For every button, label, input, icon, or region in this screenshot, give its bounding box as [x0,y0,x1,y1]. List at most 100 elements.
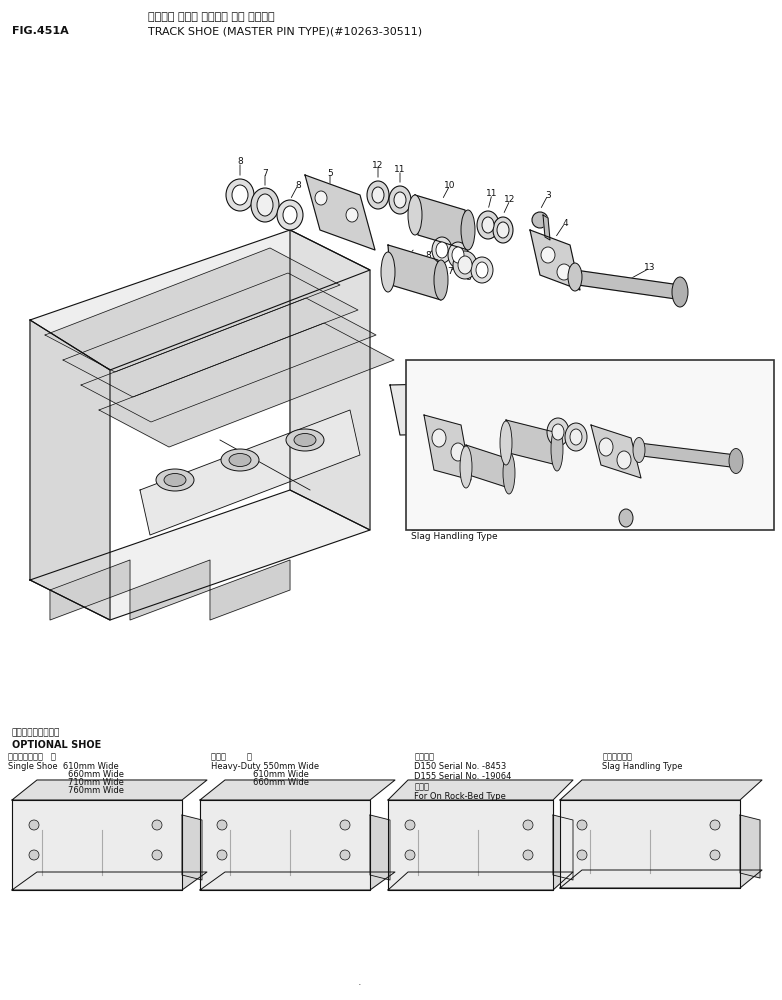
Text: 9: 9 [557,448,563,456]
Text: トラック シュー （マスタ ピン タイプ）: トラック シュー （マスタ ピン タイプ） [148,12,274,22]
Circle shape [405,820,415,830]
Ellipse shape [452,247,464,263]
Ellipse shape [568,263,582,291]
Polygon shape [388,872,573,890]
Polygon shape [560,870,762,888]
Ellipse shape [372,187,384,203]
Polygon shape [560,800,740,888]
Circle shape [523,850,533,860]
Ellipse shape [164,474,186,487]
Ellipse shape [461,210,475,250]
Text: 760mm Wide: 760mm Wide [68,786,124,795]
Circle shape [524,396,536,408]
Text: 8: 8 [295,180,301,190]
Text: 11: 11 [548,397,560,406]
Ellipse shape [346,208,358,222]
Text: For On Rock-Bed Type: For On Rock-Bed Type [414,792,506,801]
Ellipse shape [460,446,472,488]
Ellipse shape [315,191,327,205]
Text: 7: 7 [447,267,453,276]
Polygon shape [30,230,370,370]
Circle shape [474,397,486,409]
Ellipse shape [477,211,499,239]
Ellipse shape [436,242,448,258]
Ellipse shape [408,195,422,235]
Text: シングルシュー   幅: シングルシュー 幅 [8,752,56,761]
Polygon shape [538,496,552,510]
Bar [406,360,774,530]
Ellipse shape [156,469,194,491]
Polygon shape [30,490,370,620]
Ellipse shape [229,454,251,466]
Polygon shape [530,230,580,290]
Text: Single Shoe  610mm Wide: Single Shoe 610mm Wide [8,762,119,771]
Ellipse shape [541,247,555,263]
Polygon shape [305,175,375,250]
Ellipse shape [599,438,613,456]
Polygon shape [45,248,340,372]
Ellipse shape [283,206,297,224]
Circle shape [577,850,587,860]
Polygon shape [424,415,471,480]
Text: 11: 11 [486,190,498,198]
Text: D150 Serial No. -8453
D155 Serial No. -19064: D150 Serial No. -8453 D155 Serial No. -1… [414,762,512,781]
Ellipse shape [552,424,564,440]
Text: 5: 5 [327,168,333,178]
Ellipse shape [226,179,254,211]
Ellipse shape [482,217,494,233]
Text: 4: 4 [562,219,568,228]
Ellipse shape [542,452,554,468]
Text: 8: 8 [237,157,243,166]
Text: 7: 7 [262,168,268,178]
Circle shape [152,850,162,860]
Text: 3: 3 [545,190,551,200]
Ellipse shape [434,260,448,300]
Ellipse shape [729,448,743,474]
Text: 12: 12 [504,196,515,205]
Polygon shape [740,815,760,878]
Ellipse shape [633,438,645,462]
Polygon shape [200,780,395,800]
Text: FIG.451A: FIG.451A [12,26,69,36]
Polygon shape [200,872,395,890]
Polygon shape [81,298,376,422]
Ellipse shape [277,200,303,230]
Polygon shape [553,815,573,880]
Text: 710mm Wide: 710mm Wide [68,778,124,787]
Text: TRACK SHOE (MASTER PIN TYPE)(#10263-30511): TRACK SHOE (MASTER PIN TYPE)(#10263-3051… [148,26,422,36]
Text: 流用番号: 流用番号 [414,752,435,761]
Text: 8: 8 [465,273,471,282]
Ellipse shape [432,429,446,447]
Circle shape [710,850,720,860]
Text: 8: 8 [425,250,431,259]
Text: 13: 13 [698,430,710,440]
Polygon shape [543,215,550,240]
Text: 12: 12 [372,160,384,169]
Text: 6: 6 [397,260,403,269]
Ellipse shape [294,434,316,446]
Text: 13: 13 [644,263,656,272]
Circle shape [564,394,576,406]
Text: 1: 1 [507,414,513,422]
Text: 9: 9 [637,510,643,520]
Polygon shape [200,800,370,890]
Polygon shape [466,445,509,488]
Polygon shape [12,780,207,800]
Circle shape [710,820,720,830]
Text: 5: 5 [417,444,423,452]
Polygon shape [639,443,739,468]
Ellipse shape [497,222,509,238]
Ellipse shape [232,185,248,205]
Polygon shape [591,425,641,478]
Ellipse shape [672,277,688,307]
Polygon shape [99,323,394,447]
Ellipse shape [547,418,569,446]
Polygon shape [575,270,683,300]
Circle shape [523,820,533,830]
Polygon shape [388,780,573,800]
Polygon shape [182,815,202,880]
Text: OPTIONAL SHOE: OPTIONAL SHOE [12,740,101,750]
Ellipse shape [389,186,411,214]
Ellipse shape [394,192,406,208]
Text: 610mm Wide: 610mm Wide [253,770,309,779]
